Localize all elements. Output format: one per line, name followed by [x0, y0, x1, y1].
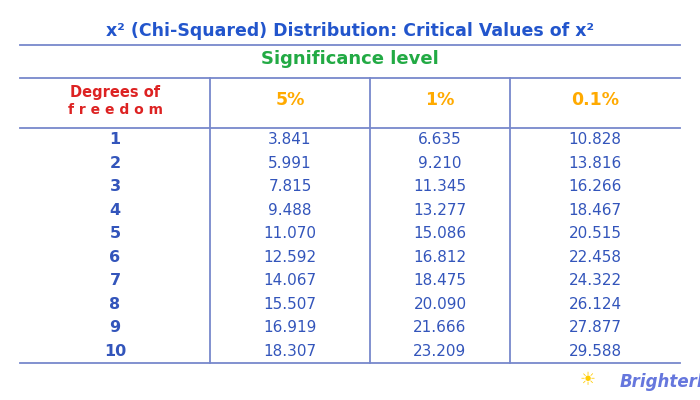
Text: 0.1%: 0.1%	[571, 91, 619, 109]
Text: 7.815: 7.815	[268, 179, 312, 194]
Text: 21.666: 21.666	[413, 320, 467, 335]
Text: 9.488: 9.488	[268, 203, 312, 218]
Text: 16.266: 16.266	[568, 179, 622, 194]
Text: 13.277: 13.277	[414, 203, 467, 218]
Text: 3.841: 3.841	[268, 132, 312, 147]
Text: 10.828: 10.828	[568, 132, 622, 147]
Text: 26.124: 26.124	[568, 297, 622, 312]
Text: 7: 7	[109, 273, 120, 288]
Text: 18.467: 18.467	[568, 203, 622, 218]
Text: 1%: 1%	[426, 91, 455, 109]
Text: 3: 3	[109, 179, 120, 194]
Text: 11.345: 11.345	[414, 179, 467, 194]
Text: 12.592: 12.592	[263, 250, 316, 265]
Text: 24.322: 24.322	[568, 273, 622, 288]
Text: 23.209: 23.209	[414, 344, 467, 359]
Text: 13.816: 13.816	[568, 156, 622, 171]
Text: 15.086: 15.086	[414, 226, 467, 241]
Text: Brighterly: Brighterly	[620, 373, 700, 391]
Text: 20.090: 20.090	[414, 297, 467, 312]
Text: 9: 9	[109, 320, 120, 335]
Text: 16.919: 16.919	[263, 320, 316, 335]
Text: 5: 5	[109, 226, 120, 241]
Text: 2: 2	[109, 156, 120, 171]
Text: 15.507: 15.507	[263, 297, 316, 312]
Text: f r e e d o m: f r e e d o m	[67, 103, 162, 117]
Text: ☀: ☀	[580, 371, 596, 389]
Text: 6: 6	[109, 250, 120, 265]
Text: 1: 1	[109, 132, 120, 147]
Text: 8: 8	[109, 297, 120, 312]
Text: Degrees of: Degrees of	[70, 84, 160, 100]
Text: 20.515: 20.515	[568, 226, 622, 241]
Text: Significance level: Significance level	[261, 50, 439, 68]
Text: 5%: 5%	[275, 91, 304, 109]
Text: 27.877: 27.877	[568, 320, 622, 335]
Text: 6.635: 6.635	[418, 132, 462, 147]
Text: 14.067: 14.067	[263, 273, 316, 288]
Text: 9.210: 9.210	[419, 156, 462, 171]
Text: 18.475: 18.475	[414, 273, 466, 288]
Text: 16.812: 16.812	[414, 250, 467, 265]
Text: 5.991: 5.991	[268, 156, 312, 171]
Text: 29.588: 29.588	[568, 344, 622, 359]
Text: 10: 10	[104, 344, 126, 359]
Text: 18.307: 18.307	[263, 344, 316, 359]
Text: 22.458: 22.458	[568, 250, 622, 265]
Text: 11.070: 11.070	[263, 226, 316, 241]
Text: 4: 4	[109, 203, 120, 218]
Text: x² (Chi-Squared) Distribution: Critical Values of x²: x² (Chi-Squared) Distribution: Critical …	[106, 22, 594, 40]
